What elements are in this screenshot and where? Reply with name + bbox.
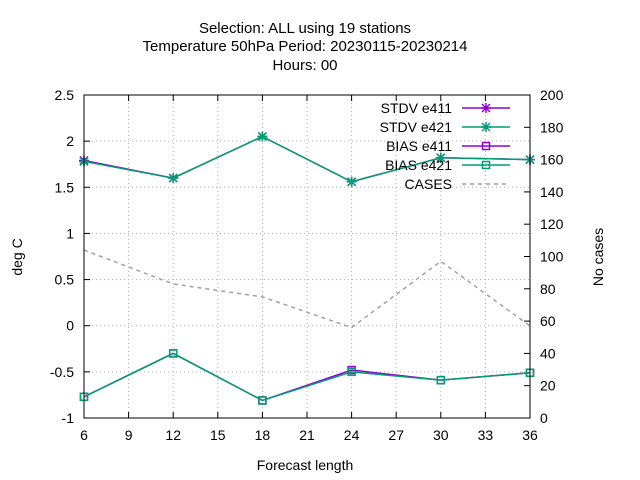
title-line-3: Hours: 00 [272,57,337,74]
x-tick-label: 30 [433,427,449,443]
y-axis-label: deg C [9,238,25,275]
x-tick-label: 6 [80,427,88,443]
data-point [347,367,356,377]
plot-border [83,94,531,419]
y-tick-label: -0.5 [50,364,74,380]
series-line [83,352,531,402]
title-line-2: Temperature 50hPa Period: 20230115-20230… [143,38,468,55]
y-tick-label: 0 [66,318,74,334]
legend-entry: BIAS e411 [386,138,510,154]
data-point [257,131,268,142]
legend-label: BIAS e411 [386,138,452,154]
legend-entry: STDV e411 [381,100,510,116]
y-tick-label: 0.5 [55,272,75,288]
series-bias-e421 [79,349,535,405]
chart-title: Selection: ALL using 19 stations Tempera… [143,20,468,74]
legend-marker [481,160,491,170]
x-axis-label: Forecast length [257,457,354,473]
series-line [83,352,531,402]
y-tick-label: -1 [62,410,75,426]
series-cases [83,249,531,329]
y2-tick-label: 40 [540,345,556,361]
data-point [435,152,446,163]
x-axis: 6 9 12 15 18 21 24 27 30 33 36 [80,95,538,443]
x-tick-label: 27 [388,427,404,443]
data-point [436,375,446,385]
series-group [79,131,535,405]
legend: STDV e411 STDV e421 BIAS e411 BIAS e421 CASE… [380,100,510,192]
y2-tick-label: 20 [540,378,556,394]
y2-tick-label: 160 [540,152,564,168]
series-line [83,249,531,329]
legend-entry: STDV e421 [380,119,510,135]
y2-axis: 0 20 40 60 80 100 120 140 160 180 200 [524,87,564,426]
x-tick-label: 15 [210,427,226,443]
series-line [83,135,531,183]
y2-tick-label: 0 [540,410,548,426]
y2-axis-label: No cases [590,228,606,286]
y2-tick-label: 100 [540,249,564,265]
y2-tick-label: 200 [540,87,564,103]
legend-label: STDV e411 [381,100,453,116]
legend-entry: BIAS e421 [385,157,510,173]
x-tick-label: 36 [522,427,538,443]
legend-entry: CASES [405,176,510,192]
data-point [168,349,178,358]
legend-label: CASES [405,176,452,192]
legend-marker [481,103,491,113]
x-tick-label: 12 [165,427,181,443]
legend-marker [481,141,491,151]
grid [84,95,530,418]
y-tick-label: 1 [66,225,74,241]
data-point [258,396,267,405]
y2-tick-label: 120 [540,216,564,232]
x-tick-label: 9 [125,427,133,443]
y2-tick-label: 80 [540,281,556,297]
x-tick-label: 18 [255,427,271,443]
x-tick-label: 21 [299,427,315,443]
y-tick-label: 2.5 [55,87,75,103]
x-tick-label: 24 [344,427,360,443]
y2-tick-label: 60 [540,313,556,329]
y-tick-label: 1.5 [55,179,75,195]
legend-marker [481,122,491,132]
legend-label: STDV e421 [380,119,453,135]
title-line-1: Selection: ALL using 19 stations [199,20,411,37]
x-tick-label: 33 [478,427,494,443]
legend-label: BIAS e421 [385,157,452,173]
data-point [168,173,179,184]
y-tick-label: 2 [66,133,74,149]
y2-tick-label: 180 [540,119,564,135]
y2-tick-label: 140 [540,184,564,200]
data-point [346,176,357,187]
